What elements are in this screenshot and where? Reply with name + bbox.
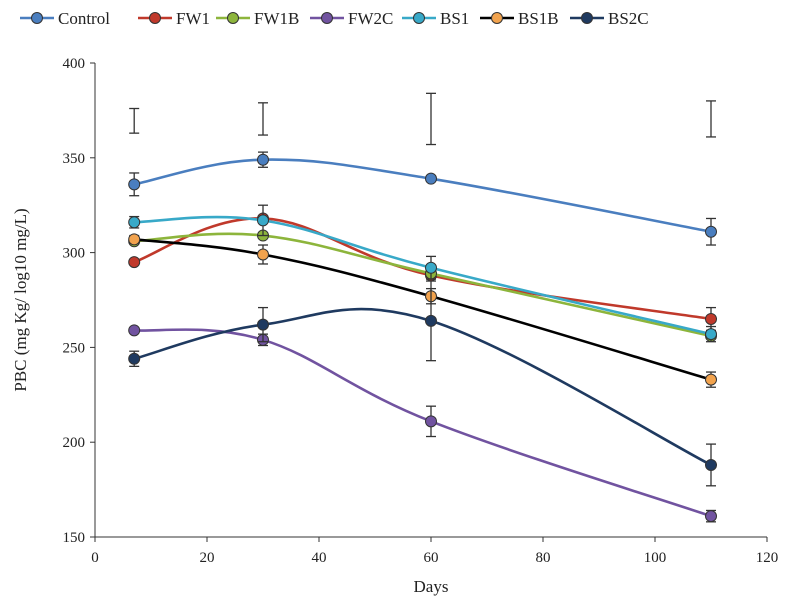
series-line-fw2c [134, 328, 712, 518]
data-point-control [128, 178, 141, 191]
legend-marker [321, 12, 333, 24]
series-bs1b [128, 233, 717, 388]
legend-marker [491, 12, 503, 24]
data-point-bs1 [257, 214, 269, 227]
series-line-fw1b [134, 232, 712, 338]
legend-marker [227, 12, 239, 24]
legend-marker [31, 12, 43, 24]
legend-item-bs1: BS1 [402, 9, 469, 28]
legend-marker [149, 12, 161, 24]
data-point-bs1b [128, 233, 141, 246]
legend-item-fw2c: FW2C [310, 9, 393, 28]
series-bs2c [128, 280, 717, 487]
legend-item-control: Control [20, 9, 110, 28]
data-point-bs1 [425, 261, 437, 274]
y-tick-label: 150 [63, 530, 86, 546]
data-point-fw1 [705, 312, 717, 325]
legend-item-bs2c: BS2C [570, 9, 649, 28]
series-line-bs1b [134, 238, 712, 381]
floating-error-bar [258, 102, 268, 136]
legend-label: Control [58, 9, 110, 28]
x-tick-label: 100 [644, 550, 667, 566]
series-line-bs2c [133, 307, 712, 467]
floating-error-bar [706, 100, 716, 138]
legend-label: FW2C [348, 9, 393, 28]
series-layer [128, 151, 717, 523]
x-ticks: 0 20 40 60 80 100 120 [91, 537, 778, 566]
legend-item-fw1: FW1 [138, 9, 210, 28]
legend-label: BS1 [440, 9, 469, 28]
floating-error-bar [426, 92, 436, 146]
data-point-fw2c [425, 415, 437, 428]
y-ticks: 150 200 250 300 350 400 [63, 56, 95, 546]
legend-marker [581, 12, 593, 24]
data-point-bs2c [705, 458, 717, 471]
data-point-bs1 [705, 328, 717, 341]
series-line-bs1 [134, 215, 712, 336]
legend-label: BS1B [518, 9, 559, 28]
data-point-bs2c [425, 314, 437, 327]
data-point-bs1b [705, 373, 717, 386]
legend-label: FW1 [176, 9, 210, 28]
y-tick-label: 300 [63, 246, 86, 262]
y-tick-label: 350 [63, 151, 86, 167]
x-axis-title: Days [414, 577, 449, 596]
x-tick-label: 80 [536, 550, 551, 566]
legend-marker [413, 12, 425, 24]
x-tick-label: 60 [424, 550, 439, 566]
x-tick-label: 0 [91, 550, 99, 566]
data-point-bs1b [257, 248, 269, 261]
data-point-bs2c [257, 318, 269, 331]
data-point-fw2c [705, 510, 717, 523]
legend-item-bs1b: BS1B [480, 9, 559, 28]
y-tick-label: 250 [63, 340, 86, 356]
y-tick-label: 400 [63, 56, 86, 72]
series-bs1 [128, 204, 717, 343]
x-tick-label: 120 [756, 550, 779, 566]
data-point-bs1 [128, 216, 141, 229]
series-control [128, 151, 717, 246]
x-tick-label: 20 [200, 550, 215, 566]
legend-label: FW1B [254, 9, 299, 28]
data-point-fw1 [128, 256, 141, 269]
y-axis-title: PBC (mg Kg/ log10 mg/L) [11, 208, 30, 391]
data-point-fw2c [128, 324, 141, 337]
series-line-control [133, 158, 712, 234]
data-point-bs2c [128, 352, 141, 365]
floating-error-bar [129, 107, 140, 134]
series-line-fw1 [133, 217, 712, 321]
y-tick-label: 200 [63, 435, 86, 451]
x-tick-label: 40 [312, 550, 327, 566]
data-point-control [425, 172, 437, 185]
legend: Control FW1 FW1B FW2C BS1 BS1B BS2C [20, 9, 649, 28]
data-point-control [257, 153, 269, 166]
floating-error-bars [129, 92, 716, 146]
legend-label: BS2C [608, 9, 649, 28]
data-point-control [705, 225, 717, 238]
legend-item-fw1b: FW1B [216, 9, 299, 28]
